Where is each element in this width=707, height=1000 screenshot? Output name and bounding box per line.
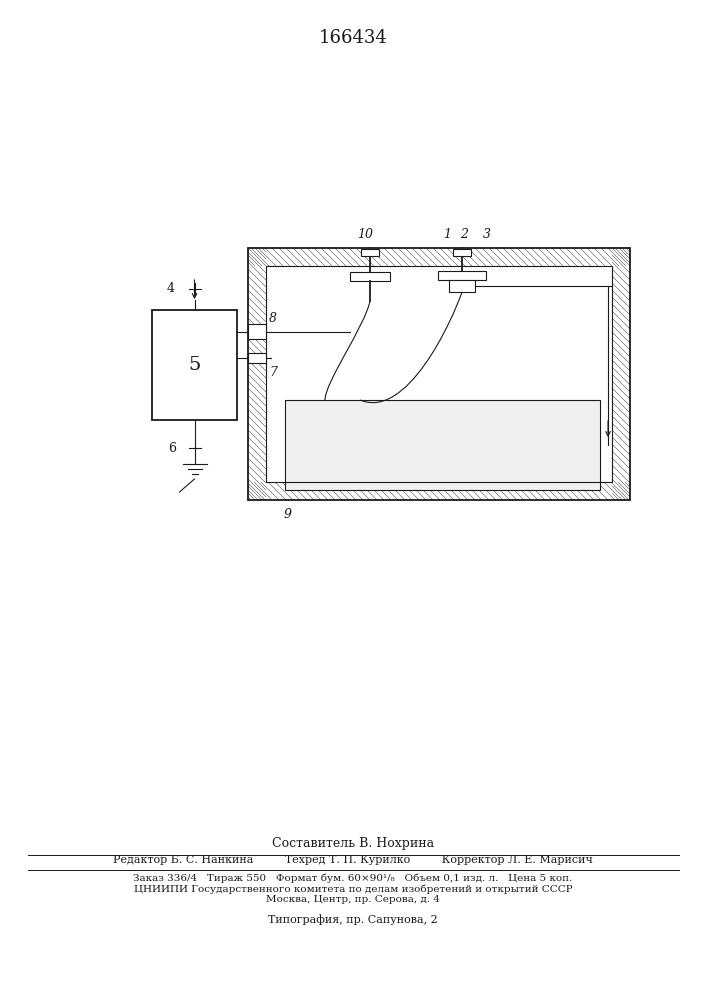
Text: ЦНИИПИ Государственного комитета по делам изобретений и открытий СССР: ЦНИИПИ Государственного комитета по дела… bbox=[134, 884, 572, 894]
Text: Составитель В. Нохрина: Составитель В. Нохрина bbox=[272, 836, 434, 850]
Bar bbox=[248, 353, 266, 363]
Text: Типография, пр. Сапунова, 2: Типография, пр. Сапунова, 2 bbox=[268, 915, 438, 925]
Bar bbox=[361, 249, 379, 256]
Text: 6: 6 bbox=[168, 442, 177, 454]
Bar bbox=[248, 248, 630, 500]
Bar bbox=[350, 272, 390, 281]
Text: Редактор Б. С. Нанкина         Техред Т. П. Курилко         Корректор Л. Е. Мари: Редактор Б. С. Нанкина Техред Т. П. Кури… bbox=[113, 855, 593, 865]
Bar bbox=[438, 271, 486, 280]
Bar bbox=[152, 310, 237, 420]
Text: Заказ 336/4   Тираж 550   Формат бум. 60×90¹/₈   Объем 0,1 изд. л.   Цена 5 коп.: Заказ 336/4 Тираж 550 Формат бум. 60×90¹… bbox=[134, 873, 573, 883]
Bar bbox=[248, 324, 266, 339]
Bar bbox=[453, 249, 471, 256]
Text: 166434: 166434 bbox=[319, 29, 387, 47]
Text: 3: 3 bbox=[483, 229, 491, 241]
Text: 1: 1 bbox=[443, 229, 451, 241]
Text: 10: 10 bbox=[357, 229, 373, 241]
Text: Москва, Центр, пр. Серова, д. 4: Москва, Центр, пр. Серова, д. 4 bbox=[266, 894, 440, 904]
Text: 9: 9 bbox=[284, 508, 292, 520]
Bar bbox=[266, 266, 612, 482]
Text: 2: 2 bbox=[460, 229, 468, 241]
Text: 4: 4 bbox=[167, 282, 175, 296]
Text: 7: 7 bbox=[269, 365, 277, 378]
Bar bbox=[266, 266, 612, 482]
Bar bbox=[285, 400, 600, 490]
Text: 8: 8 bbox=[269, 312, 277, 324]
Bar bbox=[449, 280, 475, 292]
Text: 5: 5 bbox=[188, 356, 201, 374]
